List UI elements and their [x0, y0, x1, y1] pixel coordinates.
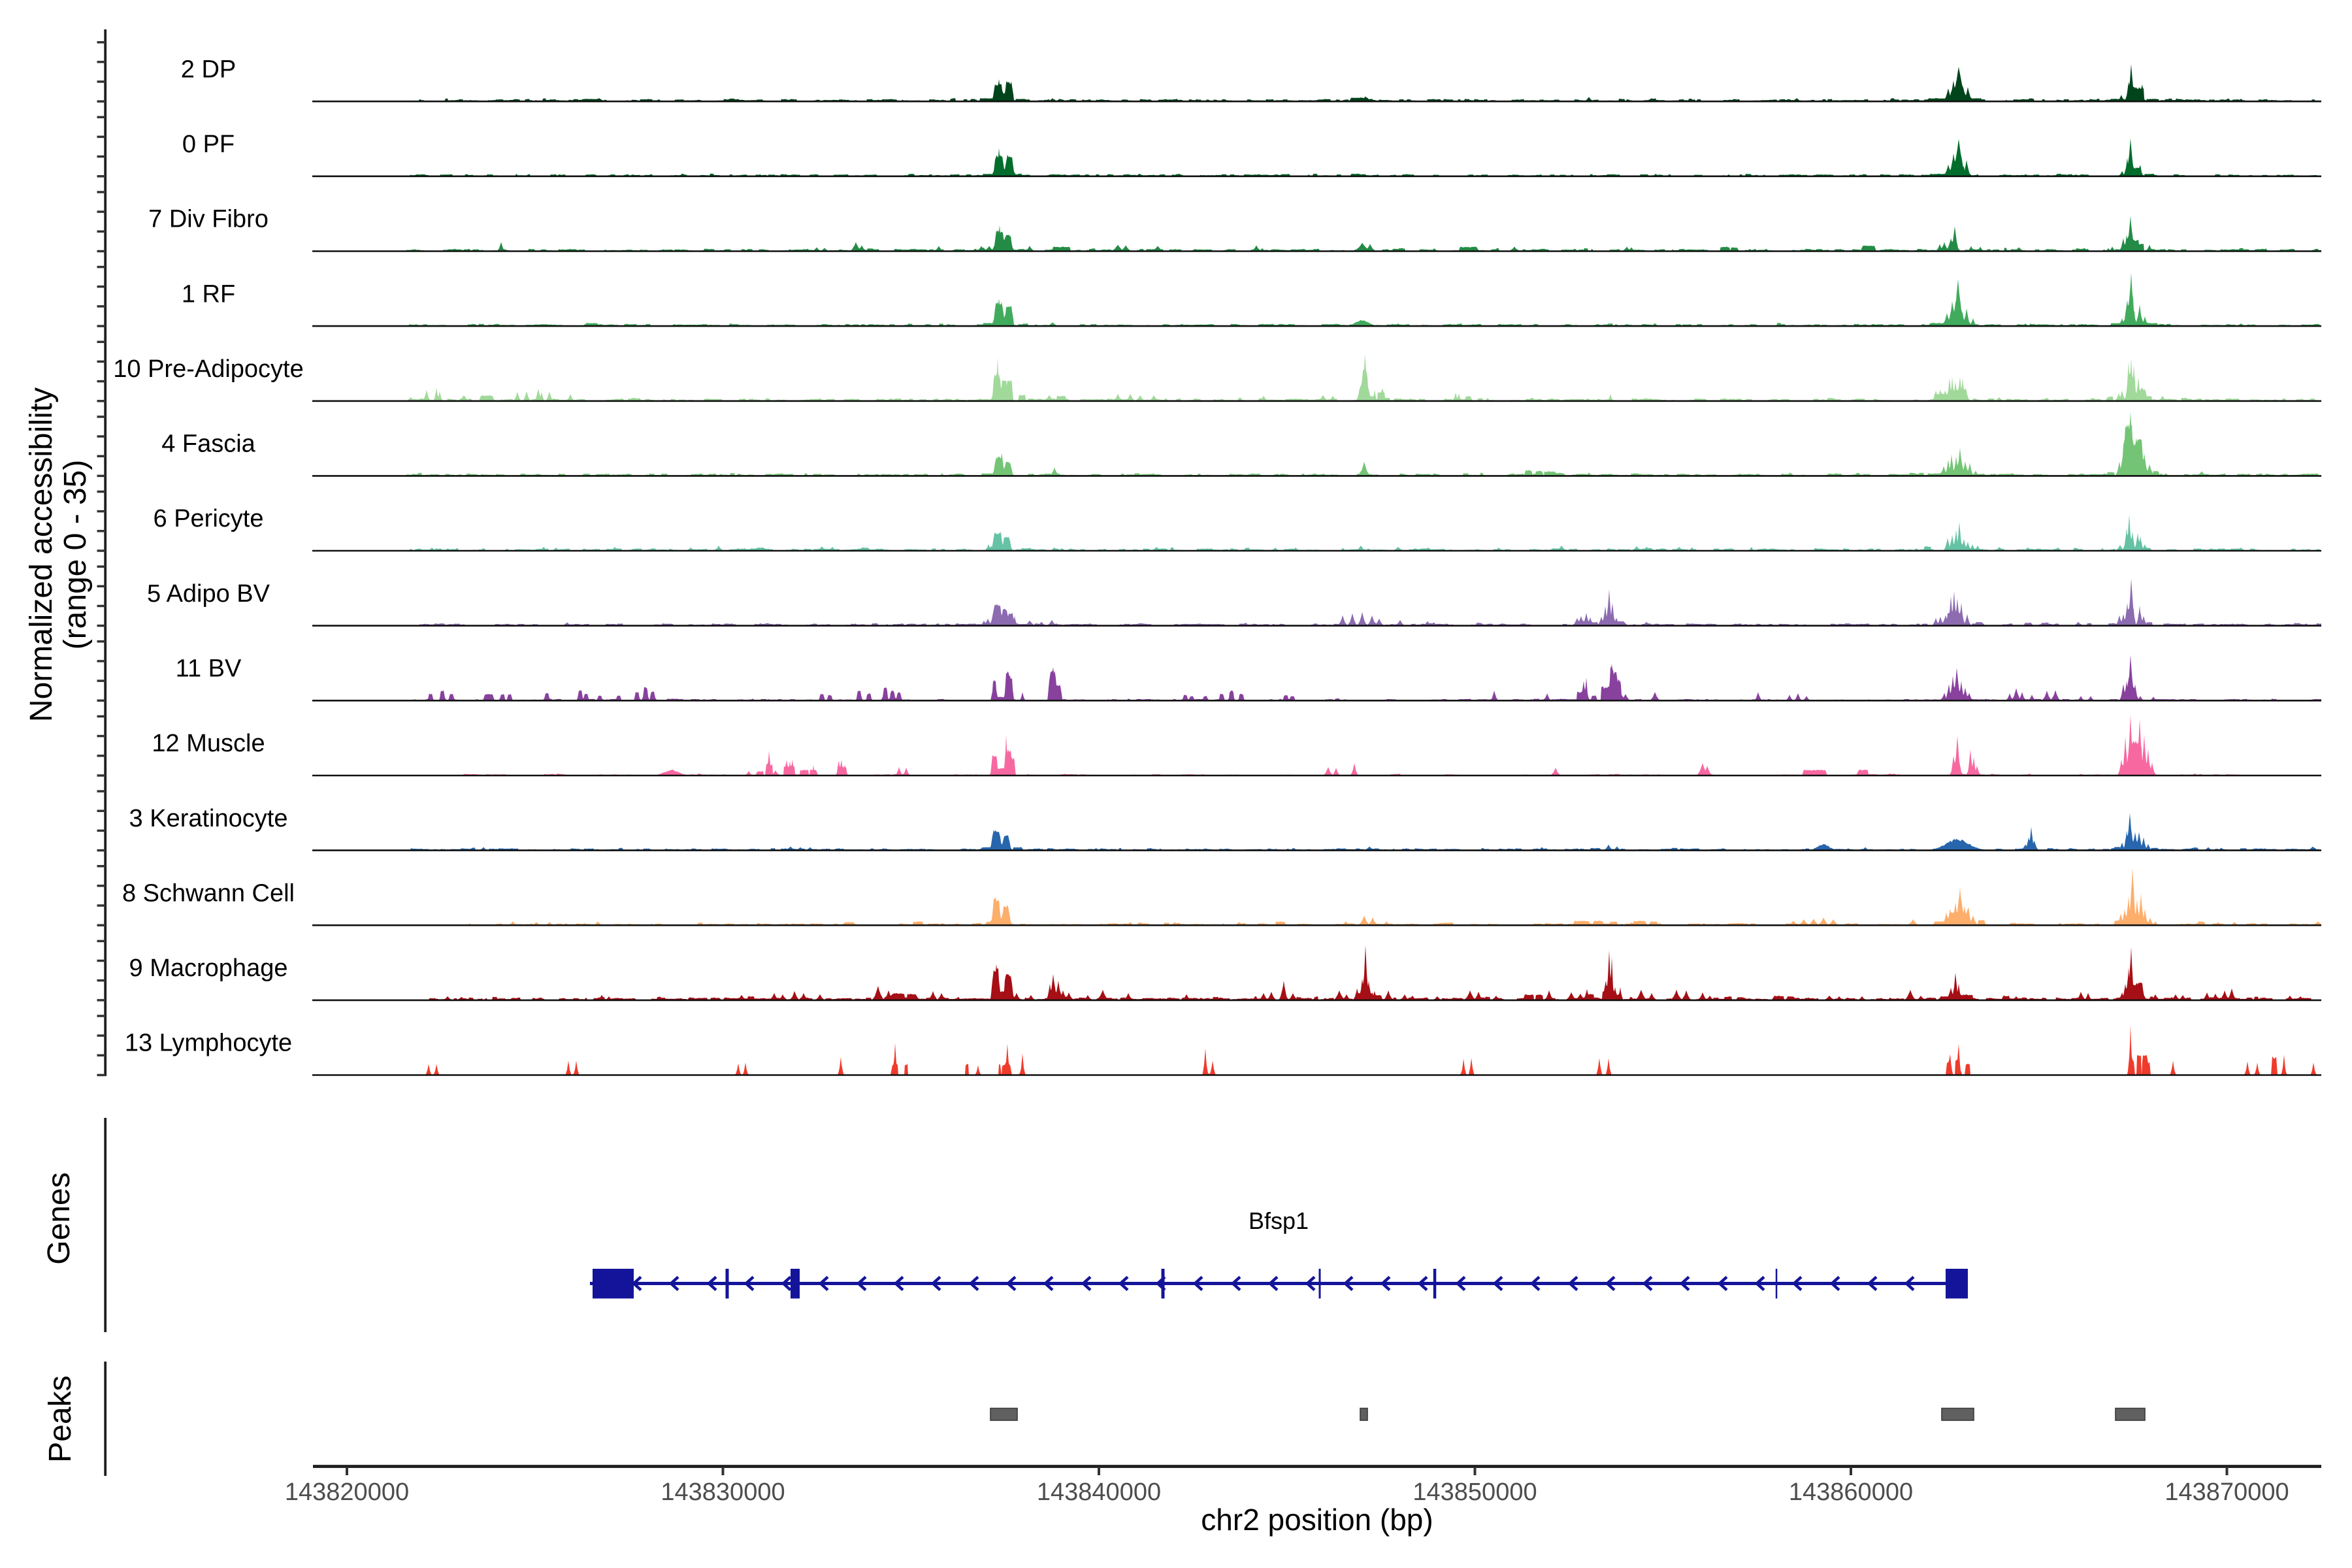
svg-text:11 BV: 11 BV — [176, 655, 242, 683]
svg-text:Bfsp1: Bfsp1 — [1249, 1207, 1309, 1234]
svg-text:143850000: 143850000 — [1413, 1478, 1537, 1506]
svg-text:6 Pericyte: 6 Pericyte — [154, 505, 264, 532]
svg-text:chr2 position (bp): chr2 position (bp) — [1201, 1503, 1433, 1537]
svg-text:3 Keratinocyte: 3 Keratinocyte — [129, 805, 288, 832]
svg-text:2 DP: 2 DP — [181, 56, 236, 83]
svg-text:8 Schwann Cell: 8 Schwann Cell — [122, 879, 295, 907]
svg-text:Peaks: Peaks — [43, 1375, 78, 1462]
svg-text:10 Pre-Adipocyte: 10 Pre-Adipocyte — [113, 355, 304, 383]
svg-text:12 Muscle: 12 Muscle — [152, 730, 265, 757]
svg-text:143820000: 143820000 — [285, 1478, 409, 1506]
svg-text:0 PF: 0 PF — [182, 131, 235, 158]
svg-text:4 Fascia: 4 Fascia — [161, 431, 255, 458]
svg-text:143870000: 143870000 — [2164, 1478, 2289, 1506]
svg-text:Normalized accessibility: Normalized accessibility — [24, 387, 59, 722]
svg-text:13 Lymphocyte: 13 Lymphocyte — [125, 1030, 292, 1057]
svg-text:1 RF: 1 RF — [182, 280, 235, 308]
svg-text:143830000: 143830000 — [661, 1478, 785, 1506]
svg-text:143860000: 143860000 — [1789, 1478, 1913, 1506]
svg-text:7 Div Fibro: 7 Div Fibro — [148, 206, 269, 233]
svg-text:9 Macrophage: 9 Macrophage — [129, 955, 288, 982]
svg-text:5 Adipo BV: 5 Adipo BV — [147, 580, 270, 608]
svg-text:143840000: 143840000 — [1037, 1478, 1161, 1506]
svg-text:(range 0 - 35): (range 0 - 35) — [58, 460, 93, 650]
svg-text:Genes: Genes — [42, 1172, 76, 1264]
